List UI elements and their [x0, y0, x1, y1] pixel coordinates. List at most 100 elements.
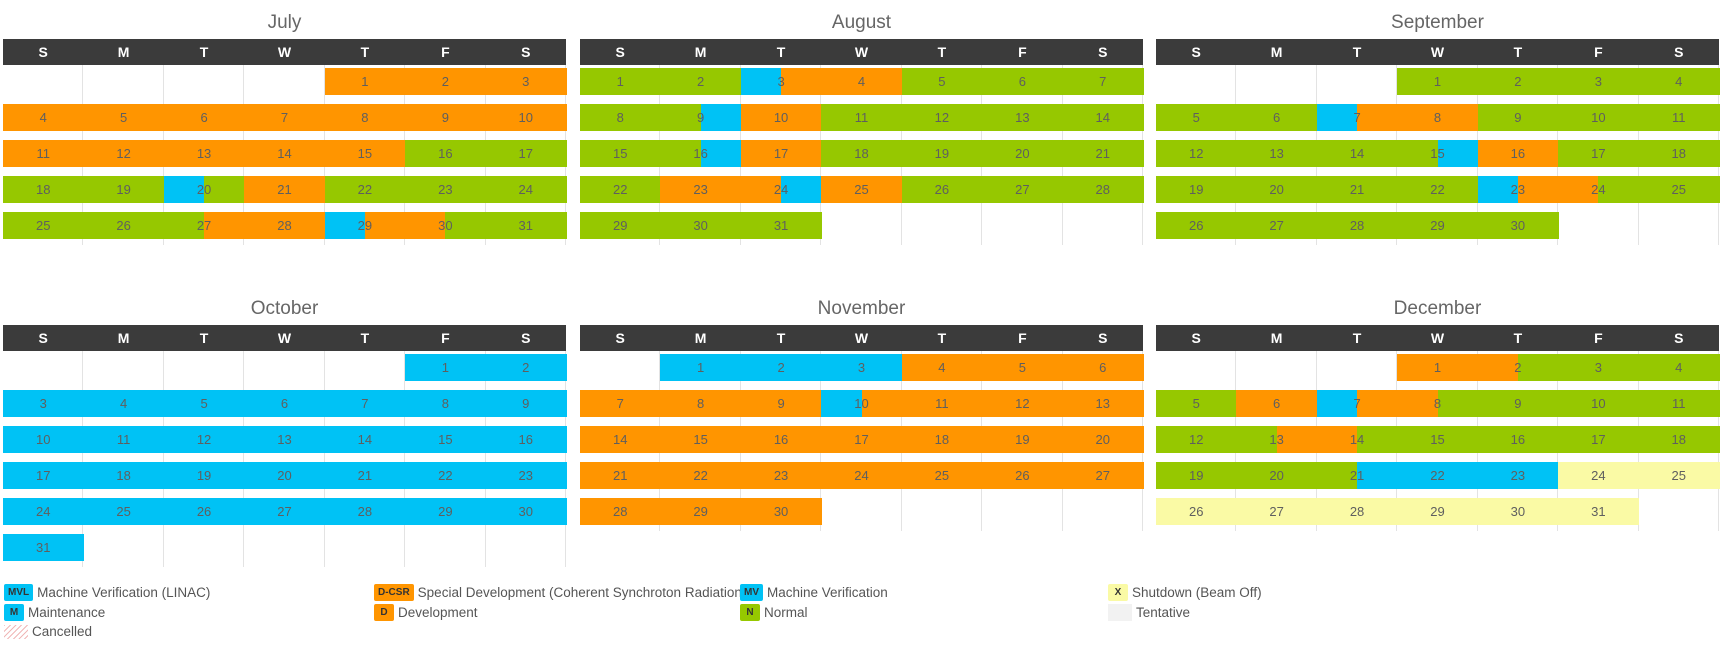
- day-number[interactable]: 28: [1095, 182, 1110, 197]
- day-number[interactable]: 3: [39, 396, 47, 411]
- day-number[interactable]: 30: [773, 504, 789, 519]
- day-number[interactable]: 24: [854, 468, 869, 483]
- day-number[interactable]: 2: [441, 74, 449, 89]
- day-number[interactable]: 21: [1349, 182, 1365, 197]
- day-number[interactable]: 1: [616, 74, 624, 89]
- day-number[interactable]: 26: [1015, 468, 1030, 483]
- day-number[interactable]: 8: [616, 110, 624, 125]
- day-number[interactable]: 12: [1188, 432, 1204, 447]
- day-number[interactable]: 15: [612, 146, 628, 161]
- day-number[interactable]: 11: [1672, 110, 1686, 125]
- day-number[interactable]: 13: [196, 146, 212, 161]
- day-number[interactable]: 5: [120, 110, 128, 125]
- day-number[interactable]: 1: [1433, 74, 1442, 89]
- day-number[interactable]: 13: [1269, 432, 1284, 447]
- day-number[interactable]: 25: [35, 218, 51, 233]
- day-number[interactable]: 28: [277, 218, 292, 233]
- day-number[interactable]: 6: [200, 110, 208, 125]
- day-number[interactable]: 16: [1510, 146, 1526, 161]
- day-number[interactable]: 17: [1591, 432, 1606, 447]
- day-number[interactable]: 9: [1514, 396, 1522, 411]
- day-number[interactable]: 3: [1594, 74, 1602, 89]
- day-number[interactable]: 17: [773, 146, 789, 161]
- day-number[interactable]: 10: [854, 396, 869, 411]
- day-number[interactable]: 12: [934, 110, 950, 125]
- day-number[interactable]: 6: [280, 396, 289, 411]
- day-number[interactable]: 6: [1099, 360, 1107, 375]
- day-number[interactable]: 5: [1192, 110, 1200, 125]
- day-number[interactable]: 26: [196, 504, 212, 519]
- day-number[interactable]: 5: [200, 396, 208, 411]
- day-number[interactable]: 7: [1099, 74, 1107, 89]
- day-number[interactable]: 20: [1269, 182, 1284, 197]
- day-number[interactable]: 9: [1514, 110, 1522, 125]
- day-number[interactable]: 21: [357, 468, 373, 483]
- day-number[interactable]: 19: [1188, 182, 1204, 197]
- day-number[interactable]: 25: [1671, 182, 1686, 197]
- day-number[interactable]: 26: [116, 218, 131, 233]
- day-number[interactable]: 20: [1015, 146, 1030, 161]
- day-number[interactable]: 17: [518, 146, 533, 161]
- day-number[interactable]: 20: [196, 182, 212, 197]
- day-number[interactable]: 10: [518, 110, 533, 125]
- day-number[interactable]: 30: [518, 504, 533, 519]
- day-number[interactable]: 18: [1671, 432, 1686, 447]
- day-number[interactable]: 14: [1349, 432, 1365, 447]
- day-number[interactable]: 22: [357, 182, 373, 197]
- day-number[interactable]: 26: [934, 182, 950, 197]
- day-number[interactable]: 23: [1510, 182, 1526, 197]
- day-number[interactable]: 7: [1353, 110, 1361, 125]
- day-number[interactable]: 16: [773, 432, 789, 447]
- day-number[interactable]: 19: [1015, 432, 1030, 447]
- day-number[interactable]: 2: [777, 360, 785, 375]
- day-number[interactable]: 29: [1430, 218, 1445, 233]
- day-number[interactable]: 4: [938, 360, 946, 375]
- day-number[interactable]: 13: [277, 432, 292, 447]
- day-number[interactable]: 10: [35, 432, 51, 447]
- day-number[interactable]: 24: [518, 182, 533, 197]
- day-number[interactable]: 14: [1095, 110, 1110, 125]
- day-number[interactable]: 12: [1188, 146, 1204, 161]
- day-number[interactable]: 19: [934, 146, 950, 161]
- day-number[interactable]: 17: [1591, 146, 1606, 161]
- day-number[interactable]: 12: [196, 432, 212, 447]
- day-number[interactable]: 2: [697, 74, 705, 89]
- day-number[interactable]: 7: [280, 110, 289, 125]
- day-number[interactable]: 28: [1349, 504, 1365, 519]
- day-number[interactable]: 23: [773, 468, 789, 483]
- day-number[interactable]: 4: [120, 396, 128, 411]
- day-number[interactable]: 11: [1672, 396, 1686, 411]
- day-number[interactable]: 16: [438, 146, 453, 161]
- day-number[interactable]: 31: [35, 540, 51, 555]
- day-number[interactable]: 15: [357, 146, 373, 161]
- day-number[interactable]: 15: [438, 432, 453, 447]
- day-number[interactable]: 4: [1675, 360, 1683, 375]
- day-number[interactable]: 4: [1675, 74, 1683, 89]
- day-number[interactable]: 29: [612, 218, 628, 233]
- day-number[interactable]: 11: [116, 432, 131, 447]
- day-number[interactable]: 28: [357, 504, 373, 519]
- day-number[interactable]: 18: [116, 468, 131, 483]
- day-number[interactable]: 27: [277, 504, 292, 519]
- day-number[interactable]: 17: [854, 432, 869, 447]
- day-number[interactable]: 27: [196, 218, 212, 233]
- day-number[interactable]: 31: [1591, 504, 1606, 519]
- day-number[interactable]: 24: [35, 504, 51, 519]
- day-number[interactable]: 27: [1095, 468, 1110, 483]
- day-number[interactable]: 23: [518, 468, 533, 483]
- day-number[interactable]: 10: [1591, 396, 1606, 411]
- day-number[interactable]: 18: [35, 182, 51, 197]
- day-number[interactable]: 10: [773, 110, 789, 125]
- day-number[interactable]: 30: [1510, 218, 1526, 233]
- day-number[interactable]: 11: [36, 146, 50, 161]
- day-number[interactable]: 17: [35, 468, 51, 483]
- day-number[interactable]: 16: [518, 432, 533, 447]
- day-number[interactable]: 8: [1433, 110, 1442, 125]
- day-number[interactable]: 18: [1671, 146, 1686, 161]
- day-number[interactable]: 4: [39, 110, 47, 125]
- day-number[interactable]: 31: [773, 218, 789, 233]
- day-number[interactable]: 24: [1591, 182, 1606, 197]
- day-number[interactable]: 11: [935, 396, 949, 411]
- day-number[interactable]: 22: [438, 468, 453, 483]
- day-number[interactable]: 11: [854, 110, 869, 125]
